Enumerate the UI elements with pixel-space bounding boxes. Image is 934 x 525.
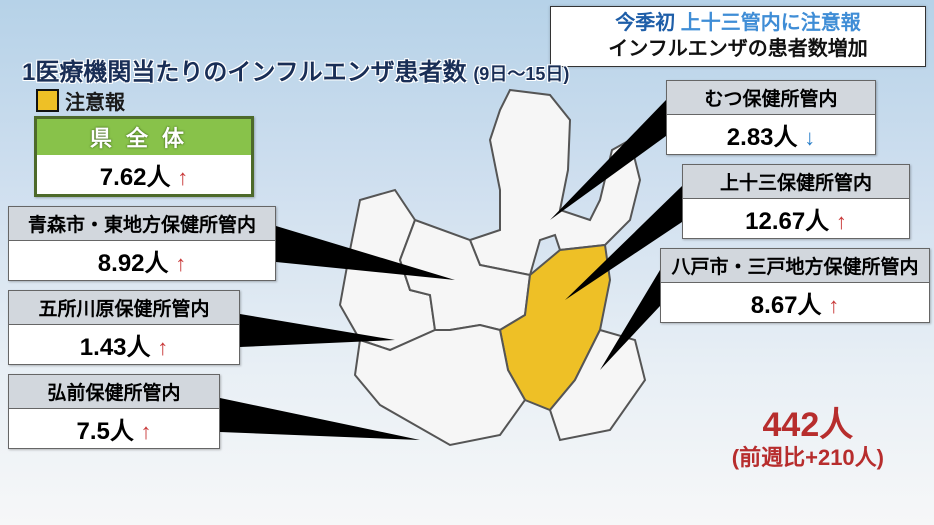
region-label: 八戸市・三戸地方保健所管内 xyxy=(660,248,930,283)
region-number: 7.5人 xyxy=(76,418,133,445)
banner-line1: 今季初 上十三管内に注意報 xyxy=(557,10,919,36)
arrow-down-icon: ↓ xyxy=(804,125,815,150)
legend: 注意報 xyxy=(36,86,125,115)
banner-line1-a: 今季初 xyxy=(615,12,675,34)
prefecture-total-value: 7.62人 ↑ xyxy=(37,155,251,194)
region-label: 五所川原保健所管内 xyxy=(8,290,240,325)
infographic-stage: 今季初 上十三管内に注意報 インフルエンザの患者数増加 1医療機関当たりのインフ… xyxy=(0,0,934,525)
region-number: 8.67人 xyxy=(751,292,822,319)
region-box-hirosaki: 弘前保健所管内 7.5人 ↑ xyxy=(8,374,220,449)
region-number: 2.83人 xyxy=(727,124,798,151)
map-region-mutsu xyxy=(470,90,640,275)
arrow-up-icon: ↑ xyxy=(141,419,152,444)
banner-line1-b: 上十三管内に注意報 xyxy=(681,12,861,34)
arrow-up-icon: ↑ xyxy=(177,165,188,190)
region-box-mutsu: むつ保健所管内 2.83人 ↓ xyxy=(666,80,876,155)
region-number: 1.43人 xyxy=(80,334,151,361)
region-value: 8.67人 ↑ xyxy=(660,283,930,323)
region-value: 2.83人 ↓ xyxy=(666,115,876,155)
prefecture-total-label: 県全体 xyxy=(37,119,251,155)
region-number: 8.92人 xyxy=(98,250,169,277)
region-box-goshogawara: 五所川原保健所管内 1.43人 ↑ xyxy=(8,290,240,365)
region-label: 上十三保健所管内 xyxy=(682,164,910,199)
aomori-map xyxy=(300,80,680,470)
region-value: 12.67人 ↑ xyxy=(682,199,910,239)
prefecture-total-box: 県全体 7.62人 ↑ xyxy=(34,116,254,197)
region-box-kamitosan: 上十三保健所管内 12.67人 ↑ xyxy=(682,164,910,239)
prefecture-total-number: 7.62人 xyxy=(100,164,171,191)
region-label: 青森市・東地方保健所管内 xyxy=(8,206,276,241)
arrow-up-icon: ↑ xyxy=(836,209,847,234)
region-value: 7.5人 ↑ xyxy=(8,409,220,449)
grand-total: 442人 (前週比+210人) xyxy=(732,407,884,471)
news-banner: 今季初 上十三管内に注意報 インフルエンザの患者数増加 xyxy=(550,6,926,67)
region-label: むつ保健所管内 xyxy=(666,80,876,115)
legend-swatch xyxy=(36,89,59,112)
region-value: 1.43人 ↑ xyxy=(8,325,240,365)
arrow-up-icon: ↑ xyxy=(157,335,168,360)
arrow-up-icon: ↑ xyxy=(828,293,839,318)
banner-line2: インフルエンザの患者数増加 xyxy=(557,36,919,62)
region-box-hachinohe: 八戸市・三戸地方保健所管内 8.67人 ↑ xyxy=(660,248,930,323)
region-box-aomori: 青森市・東地方保健所管内 8.92人 ↑ xyxy=(8,206,276,281)
region-number: 12.67人 xyxy=(745,208,829,235)
region-label: 弘前保健所管内 xyxy=(8,374,220,409)
grand-total-count: 442人 xyxy=(732,407,884,444)
arrow-up-icon: ↑ xyxy=(175,251,186,276)
grand-total-delta: (前週比+210人) xyxy=(732,445,884,471)
region-value: 8.92人 ↑ xyxy=(8,241,276,281)
legend-label: 注意報 xyxy=(65,86,125,115)
